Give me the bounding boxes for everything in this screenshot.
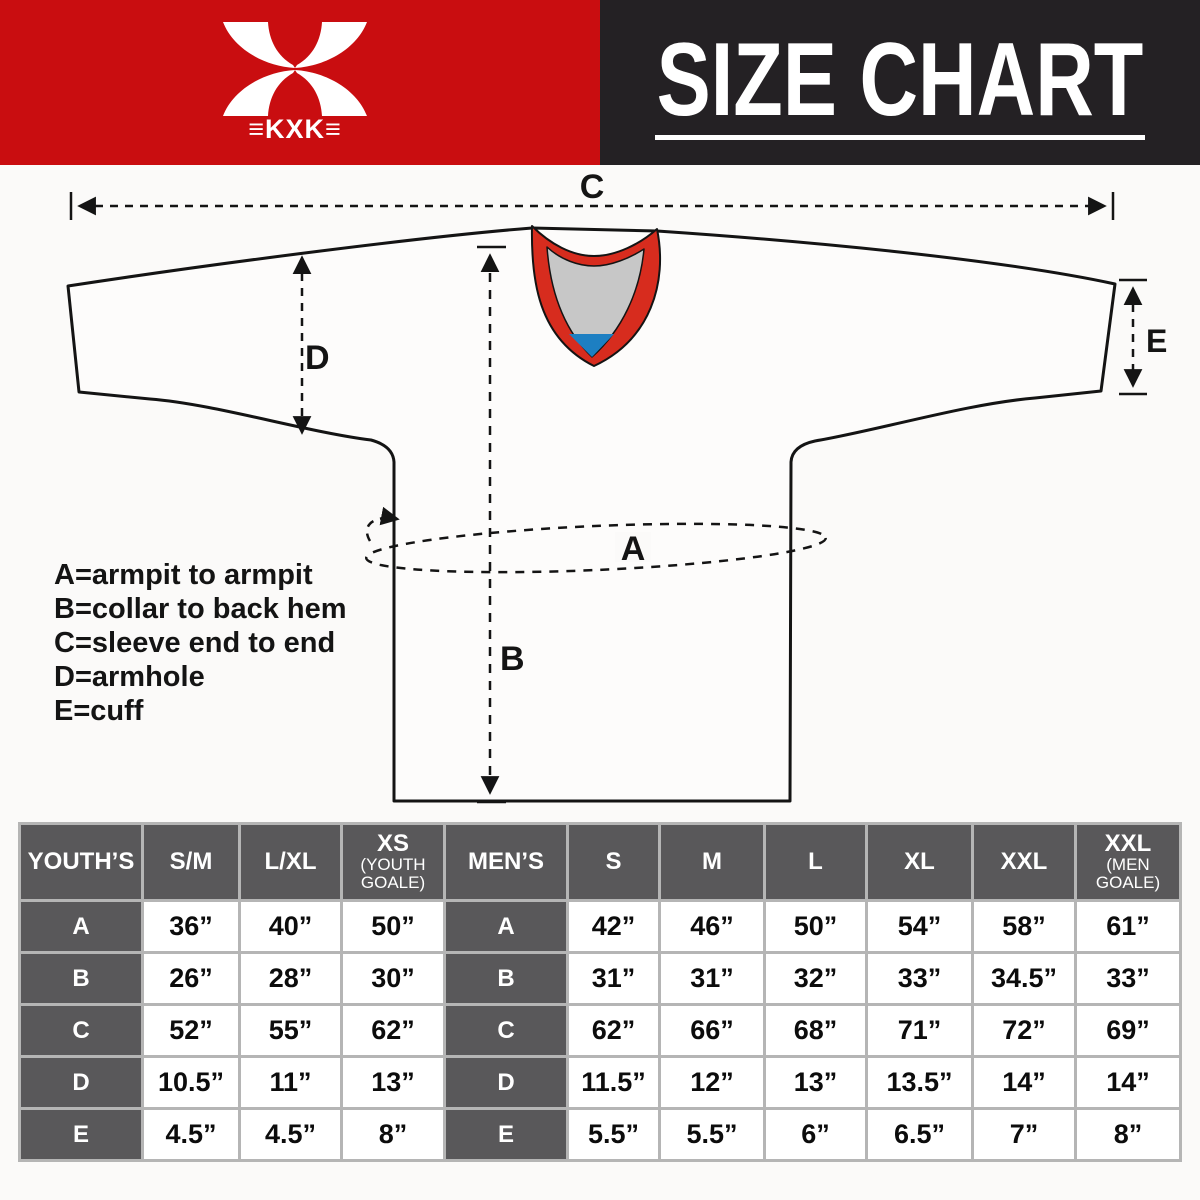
collar-inner-gray (546, 246, 645, 358)
men-cell: 6.5” (868, 1110, 971, 1159)
measure-a-ellipse (364, 522, 828, 574)
men-cell: 58” (974, 902, 1074, 951)
legend-line-e: E=cuff (54, 695, 144, 727)
men-cell: 32” (766, 954, 865, 1003)
men-row-label: C (446, 1006, 566, 1055)
men-row-label: A (446, 902, 566, 951)
men-cell: 46” (661, 902, 763, 951)
legend-line-a: A=armpit to armpit (54, 559, 313, 591)
collar-blue-tip (569, 334, 614, 357)
youth-cell: 40” (241, 902, 340, 951)
men-cell: 7” (974, 1110, 1074, 1159)
youth-row-label: B (21, 954, 141, 1003)
men-cell: 12” (661, 1058, 763, 1107)
men-cell: 13.5” (868, 1058, 971, 1107)
youth-cell: 4.5” (144, 1110, 238, 1159)
men-cell: 69” (1077, 1006, 1179, 1055)
men-cell: 33” (868, 954, 971, 1003)
men-cell: 5.5” (661, 1110, 763, 1159)
page-title: SIZE CHART (656, 21, 1144, 138)
men-cell: 5.5” (569, 1110, 658, 1159)
youth-cell: 50” (343, 902, 443, 951)
measure-c-arrow (69, 192, 1115, 220)
col-header-s: S (569, 825, 658, 899)
title-block: SIZE CHART (600, 0, 1200, 165)
measure-e-label: E (1146, 323, 1167, 359)
jersey-outline (66, 226, 1117, 803)
men-cell: 61” (1077, 902, 1179, 951)
measure-b-arrow (477, 245, 506, 804)
men-row-label: D (446, 1058, 566, 1107)
men-cell: 68” (766, 1006, 865, 1055)
col-header-xs-youth-goale: XS (YOUTH GOALE) (343, 825, 443, 899)
col-header-xxl: XXL (974, 825, 1074, 899)
youth-cell: 55” (241, 1006, 340, 1055)
col-header-xl: XL (868, 825, 971, 899)
men-row-label: B (446, 954, 566, 1003)
jersey-measurement-diagram: C D B E A (66, 168, 1167, 804)
header-red-panel (0, 0, 600, 165)
measure-b-label: B (500, 640, 525, 678)
youth-cell: 10.5” (144, 1058, 238, 1107)
men-cell: 14” (974, 1058, 1074, 1107)
youth-cell: 11” (241, 1058, 340, 1107)
men-row-label: E (446, 1110, 566, 1159)
legend-line-d: D=armhole (54, 661, 205, 693)
youth-cell: 52” (144, 1006, 238, 1055)
men-cell: 6” (766, 1110, 865, 1159)
men-cell: 34.5” (974, 954, 1074, 1003)
col-header-youths: YOUTH’S (21, 825, 141, 899)
men-cell: 50” (766, 902, 865, 951)
men-cell: 66” (661, 1006, 763, 1055)
measure-a-curl-arrow (365, 506, 400, 542)
page-header: ≡KXK≡ SIZE CHART (0, 0, 1200, 165)
youth-row-label: C (21, 1006, 141, 1055)
col-header-m: M (661, 825, 763, 899)
youth-cell: 13” (343, 1058, 443, 1107)
men-cell: 33” (1077, 954, 1179, 1003)
youth-cell: 62” (343, 1006, 443, 1055)
youth-row-label: A (21, 902, 141, 951)
youth-cell: 26” (144, 954, 238, 1003)
men-cell: 8” (1077, 1110, 1179, 1159)
col-header-lxl: L/XL (241, 825, 340, 899)
size-table: YOUTH’S S/M L/XL XS (YOUTH GOALE) MEN’S S… (18, 822, 1182, 1162)
kxk-logo-icon (223, 22, 367, 116)
label-a-backdrop (615, 532, 651, 562)
men-cell: 54” (868, 902, 971, 951)
men-cell: 11.5” (569, 1058, 658, 1107)
men-cell: 13” (766, 1058, 865, 1107)
men-cell: 31” (661, 954, 763, 1003)
title-underline (655, 135, 1145, 141)
measure-a-label: A (621, 530, 646, 568)
youth-row-label: D (21, 1058, 141, 1107)
youth-cell: 8” (343, 1110, 443, 1159)
measurement-legend: A=armpit to armpit B=collar to back hem … (54, 558, 347, 728)
col-header-mens: MEN’S (446, 825, 566, 899)
measure-d-label: D (305, 339, 330, 377)
men-cell: 62” (569, 1006, 658, 1055)
youth-cell: 36” (144, 902, 238, 951)
col-header-l: L (766, 825, 865, 899)
col-header-xxl-men-goale: XXL (MEN GOALE) (1077, 825, 1179, 899)
men-cell: 42” (569, 902, 658, 951)
measure-c-label: C (580, 168, 605, 206)
youth-cell: 28” (241, 954, 340, 1003)
men-cell: 71” (868, 1006, 971, 1055)
legend-line-b: B=collar to back hem (54, 593, 347, 625)
youth-cell: 30” (343, 954, 443, 1003)
youth-row-label: E (21, 1110, 141, 1159)
brand-logo-text: ≡KXK≡ (248, 114, 342, 144)
men-cell: 72” (974, 1006, 1074, 1055)
youth-cell: 4.5” (241, 1110, 340, 1159)
legend-line-c: C=sleeve end to end (54, 627, 336, 659)
measure-e-arrow (1119, 278, 1147, 396)
col-header-sm: S/M (144, 825, 238, 899)
men-cell: 31” (569, 954, 658, 1003)
men-cell: 14” (1077, 1058, 1179, 1107)
